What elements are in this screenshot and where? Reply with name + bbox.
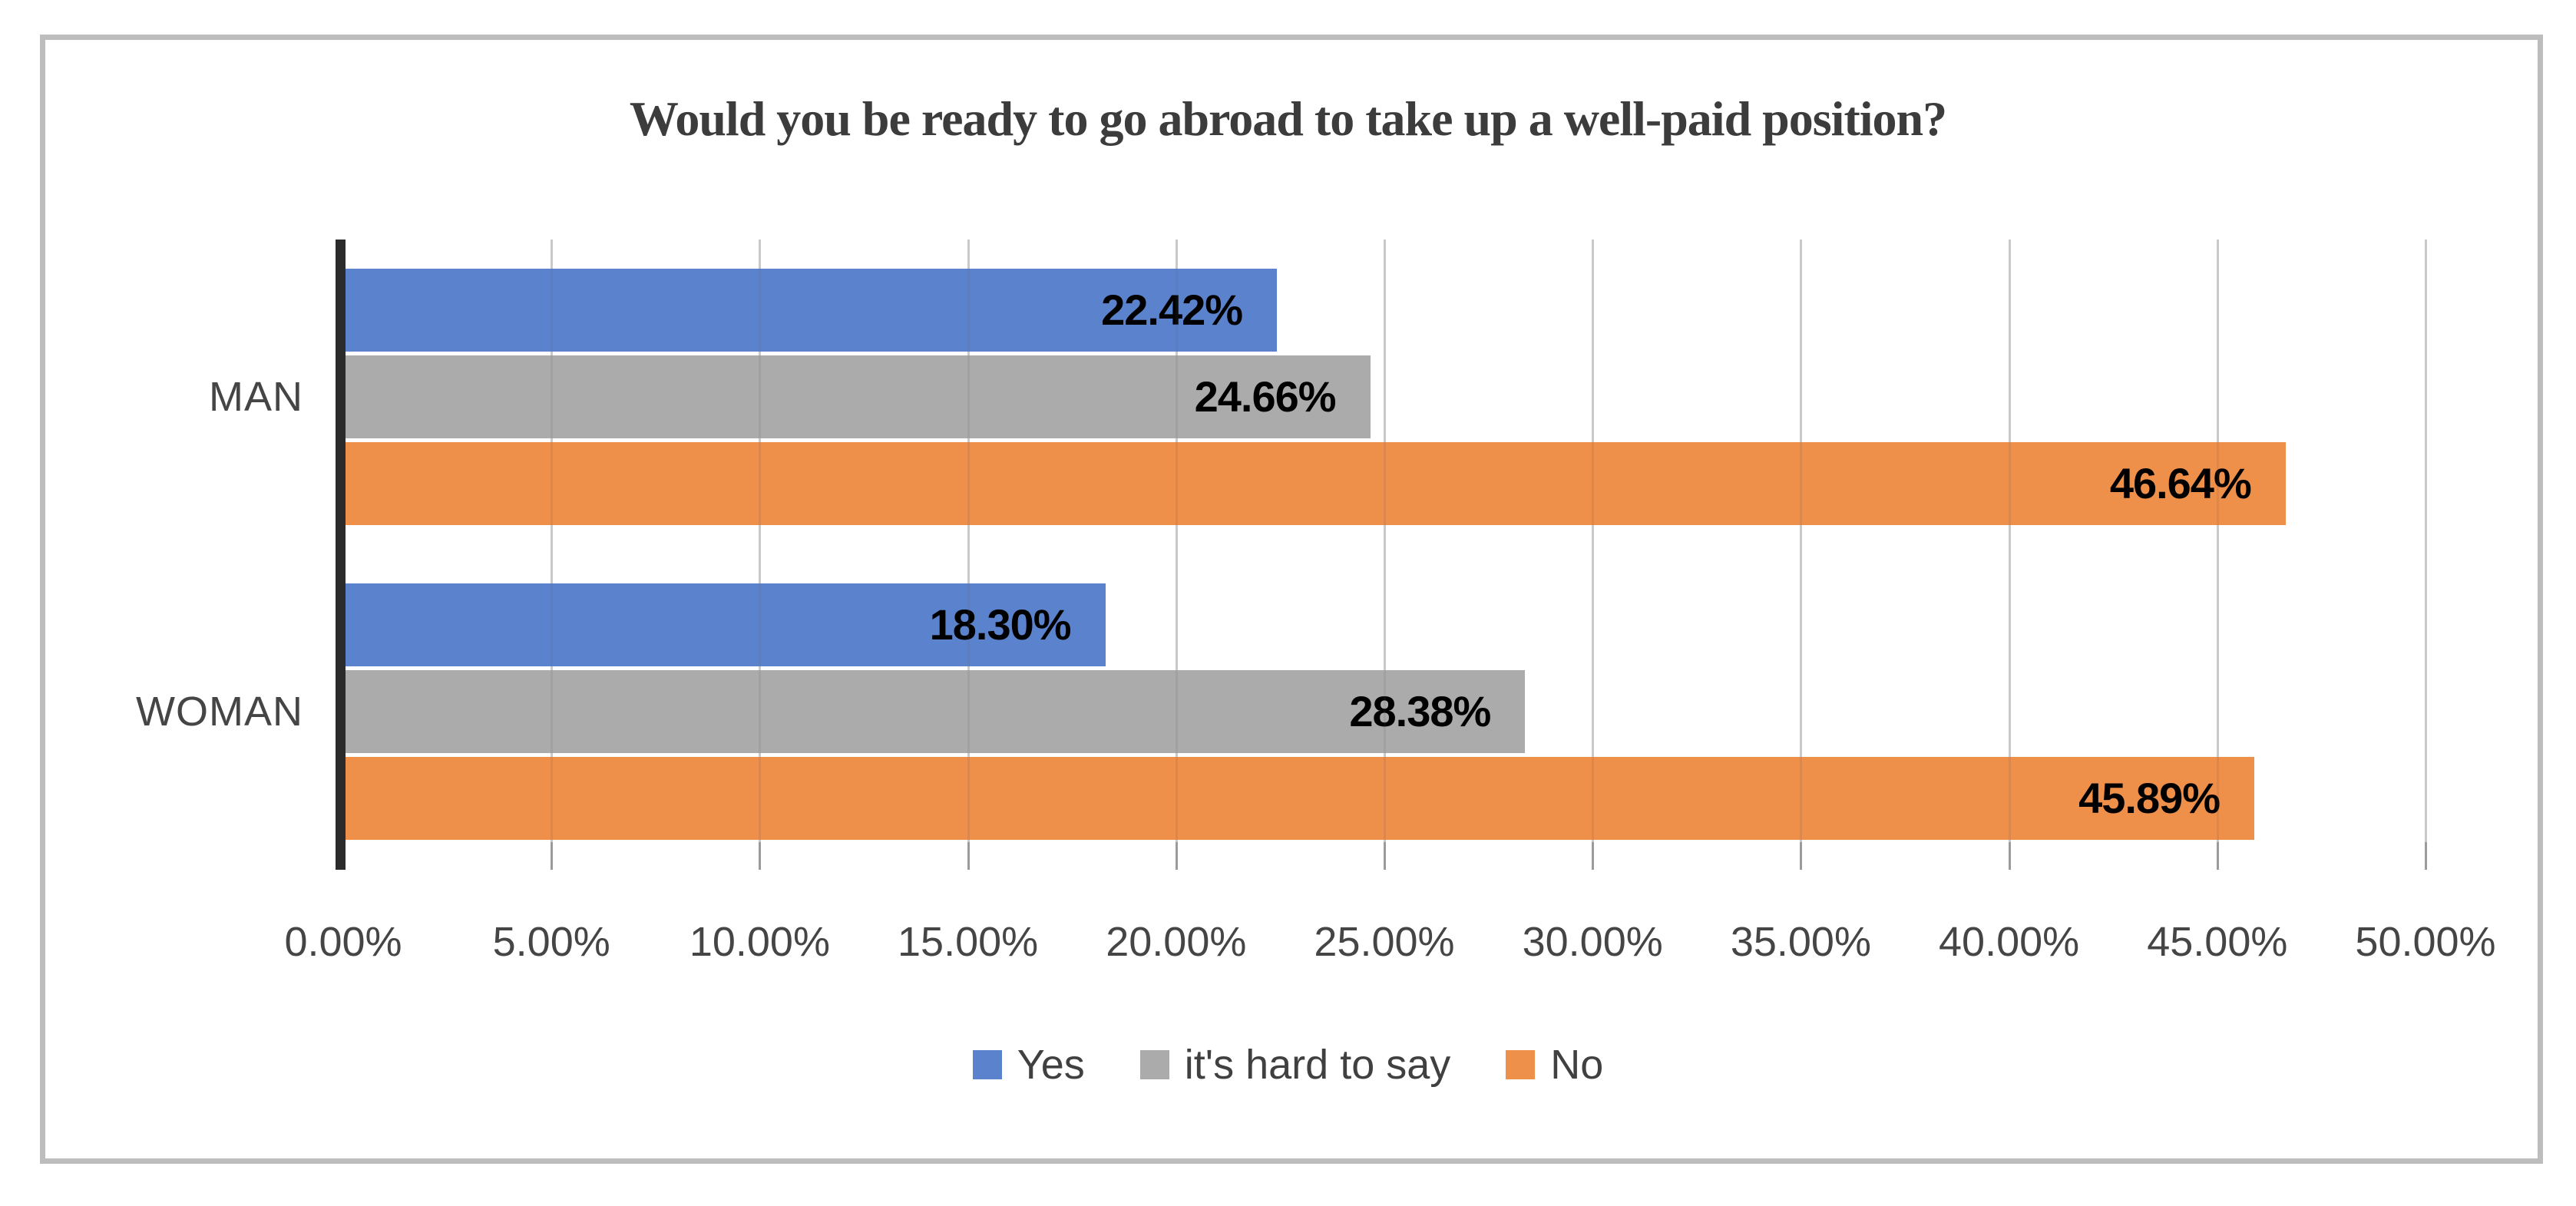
gridline	[551, 240, 553, 870]
chart-border	[40, 35, 2543, 1164]
gridline-overlay	[1592, 240, 1594, 870]
gridline	[2425, 240, 2427, 870]
x-axis-tick-label: 15.00%	[898, 919, 1039, 965]
plot-area: 22.42% 24.66% 46.64% 18.30% 28.38% 45.89%	[336, 240, 2427, 870]
bar-man-yes: 22.42%	[343, 269, 1278, 352]
bar-woman-it-s-hard-to-say: 28.38%	[343, 670, 1526, 753]
legend-item-no: No	[1506, 1041, 1603, 1089]
legend-item-yes: Yes	[972, 1041, 1085, 1089]
legend-marker-icon	[972, 1050, 1002, 1079]
x-axis-tick	[1384, 842, 1386, 870]
gridline-overlay	[2009, 240, 2011, 870]
legend-label: Yes	[1017, 1042, 1085, 1088]
bar-woman-yes: 18.30%	[343, 583, 1106, 666]
x-axis-tick-label: 45.00%	[2147, 919, 2288, 965]
y-axis-line	[336, 240, 346, 870]
bar-woman-no: 45.89%	[343, 757, 2255, 840]
gridline-overlay	[2217, 240, 2219, 870]
x-axis-tick	[2425, 842, 2427, 870]
data-label-man-it-s-hard-to-say: 24.66%	[1194, 372, 1337, 421]
data-label-woman-no: 45.89%	[2078, 774, 2221, 822]
gridline-overlay	[2425, 240, 2427, 870]
chart-title: Would you be ready to go abroad to take …	[629, 91, 1947, 146]
legend-item-it-s-hard-to-say: it's hard to say	[1139, 1041, 1451, 1089]
legend: Yes it's hard to say No	[0, 1041, 2576, 1089]
gridline	[1384, 240, 1386, 870]
x-axis-tick	[1176, 842, 1178, 870]
x-axis-tick	[2009, 842, 2011, 870]
gridline	[967, 240, 970, 870]
x-axis-tick	[1800, 842, 1802, 870]
gridline-overlay	[967, 240, 970, 870]
x-axis-tick-label: 10.00%	[689, 919, 830, 965]
gridline-overlay	[1384, 240, 1386, 870]
x-axis-tick	[967, 842, 970, 870]
x-axis-tick	[759, 842, 761, 870]
gridline	[759, 240, 761, 870]
data-label-woman-yes: 18.30%	[929, 600, 1072, 649]
gridline-overlay	[759, 240, 761, 870]
bar-man-no: 46.64%	[343, 442, 2286, 525]
x-axis-tick-label: 25.00%	[1314, 919, 1455, 965]
gridline-overlay	[1800, 240, 1802, 870]
x-axis-tick	[1592, 842, 1594, 870]
bar-man-it-s-hard-to-say: 24.66%	[343, 355, 1371, 438]
data-label-man-yes: 22.42%	[1101, 286, 1243, 334]
legend-marker-icon	[1139, 1050, 1169, 1079]
gridline	[1176, 240, 1178, 870]
legend-marker-icon	[1506, 1050, 1536, 1079]
x-axis-tick	[2217, 842, 2219, 870]
gridline-overlay	[1176, 240, 1178, 870]
category-label-man: MAN	[209, 374, 303, 420]
x-axis-tick-label: 40.00%	[1939, 919, 2080, 965]
gridline	[1800, 240, 1802, 870]
gridline-overlay	[551, 240, 553, 870]
x-axis-tick-label: 35.00%	[1730, 919, 1871, 965]
data-label-woman-it-s-hard-to-say: 28.38%	[1349, 687, 1491, 735]
legend-label: No	[1550, 1042, 1604, 1088]
x-axis-tick-label: 20.00%	[1106, 919, 1247, 965]
x-axis-tick-label: 0.00%	[284, 919, 402, 965]
gridline	[2009, 240, 2011, 870]
x-axis-tick-label: 5.00%	[492, 919, 610, 965]
category-label-woman: WOMAN	[136, 689, 303, 735]
data-label-man-no: 46.64%	[2109, 459, 2252, 507]
x-axis-tick-label: 50.00%	[2355, 919, 2496, 965]
gridline	[1592, 240, 1594, 870]
x-axis-tick	[551, 842, 553, 870]
x-axis-tick-label: 30.00%	[1522, 919, 1663, 965]
gridline	[2217, 240, 2219, 870]
legend-label: it's hard to say	[1184, 1042, 1451, 1088]
